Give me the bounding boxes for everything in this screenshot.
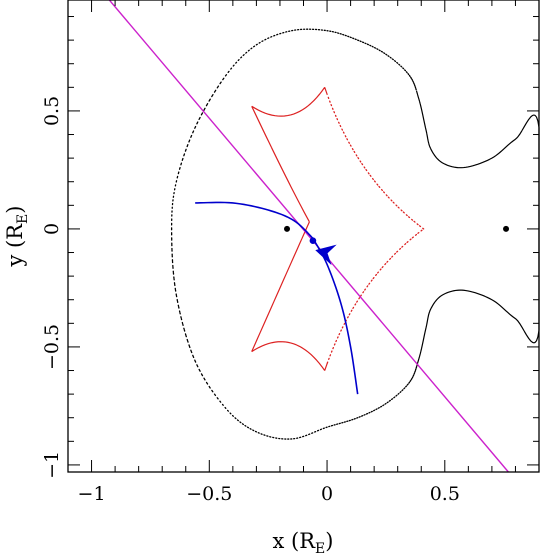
x-axis-label: x (RE) [273, 529, 334, 555]
y-axis-label: y (RE) [3, 206, 31, 268]
x-axis-label-text: x (R [273, 529, 317, 553]
image-track-arrow [315, 244, 337, 266]
lens-mass-2 [503, 225, 510, 232]
plot-frame [67, 0, 540, 473]
x-axis-label-sub: E [315, 541, 325, 555]
y-tick-label: 0 [41, 223, 63, 235]
y-axis-label-close: ) [3, 206, 27, 214]
y-axis-label-text: y (R [3, 223, 27, 268]
critical-curve-dotted [170, 28, 418, 440]
x-tick-label: −1 [78, 483, 106, 505]
caustic-dotted [326, 94, 425, 364]
critical-curve-solid [415, 90, 540, 368]
caustic [251, 86, 425, 371]
y-axis-label-sub: E [15, 214, 31, 224]
lens-mass-1 [284, 225, 291, 232]
curves-layer [108, 0, 540, 473]
x-axis-label-close: ) [325, 529, 333, 553]
caustic-solid [251, 86, 328, 371]
critical-curve [170, 28, 540, 440]
image-point [309, 237, 317, 245]
y-tick-label: −1 [41, 451, 63, 479]
source-trajectory-line [108, 0, 509, 473]
x-tick-label: 0.5 [430, 483, 460, 505]
labels-layer: −1 −0.5 0 0.5 −1 −0.5 0 0.5 [41, 96, 460, 505]
y-tick-label: −0.5 [41, 324, 63, 370]
image-track-left [195, 201, 314, 239]
x-tick-label: 0 [321, 483, 333, 505]
y-tick-label: 0.5 [41, 96, 63, 126]
x-tick-label: −0.5 [186, 483, 232, 505]
